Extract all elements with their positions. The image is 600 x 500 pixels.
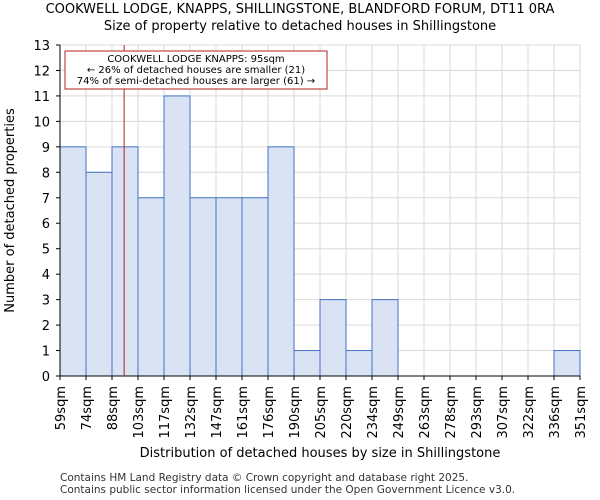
x-tick-label-190sqm: 190sqm (288, 386, 303, 439)
x-tick-label-263sqm: 263sqm (418, 386, 433, 439)
x-tick-label-234sqm: 234sqm (366, 386, 381, 439)
x-tick-label-249sqm: 249sqm (392, 386, 407, 439)
annotation-layer: COOKWELL LODGE KNAPPS: 95sqm← 26% of det… (64, 50, 328, 90)
x-tick-label-293sqm: 293sqm (470, 386, 485, 439)
x-tick-label-88sqm: 88sqm (106, 386, 121, 430)
chart-subtitle: Size of property relative to detached ho… (103, 19, 497, 34)
x-tick-label-59sqm: 59sqm (54, 386, 69, 430)
bar-176sqm (267, 146, 295, 377)
x-tick-label-74sqm: 74sqm (80, 386, 95, 430)
y-tick-label-4: 4 (42, 268, 50, 283)
bar-161sqm (241, 197, 269, 377)
y-tick-label-1: 1 (42, 345, 50, 360)
x-tick-label-205sqm: 205sqm (314, 386, 329, 439)
y-tick-label-12: 12 (33, 64, 50, 79)
x-tick-label-278sqm: 278sqm (444, 386, 459, 439)
y-tick-label-7: 7 (42, 192, 50, 207)
bar-190sqm (293, 350, 321, 377)
x-tick-label-103sqm: 103sqm (132, 386, 147, 439)
x-tick-label-351sqm: 351sqm (574, 386, 589, 439)
x-tick-label-147sqm: 147sqm (210, 386, 225, 439)
x-tick-label-176sqm: 176sqm (262, 386, 277, 439)
bar-layer (59, 95, 581, 377)
axis-layer (56, 44, 581, 380)
annotation-line-1: COOKWELL LODGE KNAPPS: 95sqm (107, 54, 284, 65)
y-tick-label-13: 13 (33, 39, 50, 54)
y-tick-label-0: 0 (42, 370, 50, 385)
chart-title: COOKWELL LODGE, KNAPPS, SHILLINGSTONE, B… (45, 2, 555, 17)
y-tick-label-8: 8 (42, 166, 50, 181)
annotation-line-3: 74% of semi-detached houses are larger (… (77, 76, 315, 87)
x-tick-label-220sqm: 220sqm (340, 386, 355, 439)
bar-205sqm (319, 299, 347, 377)
bar-147sqm (215, 197, 243, 377)
y-tick-label-10: 10 (33, 115, 50, 130)
bar-103sqm (137, 197, 165, 377)
y-tick-label-3: 3 (42, 294, 50, 309)
bar-132sqm (189, 197, 217, 377)
annotation-line-2: ← 26% of detached houses are smaller (21… (87, 65, 305, 76)
y-tick-label-11: 11 (33, 90, 50, 105)
x-tick-label-132sqm: 132sqm (184, 386, 199, 439)
x-axis-title: Distribution of detached houses by size … (140, 446, 501, 461)
bar-336sqm (553, 350, 581, 377)
bar-117sqm (163, 95, 191, 377)
footer-line-2: Contains public sector information licen… (60, 484, 516, 496)
y-tick-label-6: 6 (42, 217, 50, 232)
x-tick-label-117sqm: 117sqm (158, 386, 173, 439)
x-tick-label-307sqm: 307sqm (496, 386, 511, 439)
y-tick-label-5: 5 (42, 243, 50, 258)
x-tick-label-336sqm: 336sqm (548, 386, 563, 439)
bar-88sqm (111, 146, 139, 377)
footer-line-1: Contains HM Land Registry data © Crown c… (60, 472, 469, 484)
x-tick-label-161sqm: 161sqm (236, 386, 251, 439)
bar-59sqm (59, 146, 87, 377)
y-tick-label-2: 2 (42, 319, 50, 334)
annotation-box (64, 50, 328, 90)
x-tick-label-322sqm: 322sqm (522, 386, 537, 439)
y-axis-title: Number of detached properties (3, 108, 18, 313)
y-tick-label-9: 9 (42, 141, 50, 156)
bar-220sqm (345, 350, 373, 377)
bar-74sqm (85, 171, 113, 377)
bar-234sqm (371, 299, 399, 377)
